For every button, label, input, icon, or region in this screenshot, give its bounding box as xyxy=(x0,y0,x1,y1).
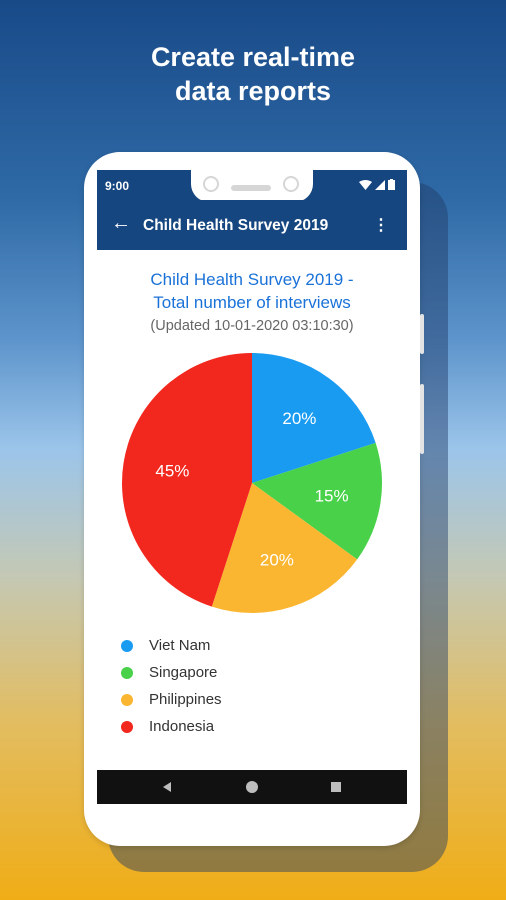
pie-label-viet-nam: 20% xyxy=(282,409,316,428)
legend-item-philippines[interactable]: Philippines xyxy=(121,686,222,713)
camera-notch xyxy=(191,170,313,202)
app-bar-title: Child Health Survey 2019 xyxy=(143,217,329,234)
report-content: Child Health Survey 2019 - Total number … xyxy=(97,250,407,770)
pie-label-singapore: 15% xyxy=(315,487,349,506)
more-vert-icon[interactable]: ⋮ xyxy=(373,217,389,234)
updated-timestamp: (Updated 10-01-2020 03:10:30) xyxy=(150,318,354,334)
pie-slice-indonesia[interactable] xyxy=(122,353,252,607)
camera-left xyxy=(203,176,219,192)
legend-label: Viet Nam xyxy=(149,637,211,654)
battery-icon xyxy=(388,179,395,190)
phone-screen: 9:00 ← Child Health Survey 2019 ⋮ Child … xyxy=(97,170,407,804)
status-icons xyxy=(359,179,395,190)
legend-label: Singapore xyxy=(149,664,218,681)
headline-line2: data reports xyxy=(174,76,332,106)
pie-slice-philippines[interactable] xyxy=(211,483,358,613)
phone-frame: 9:00 ← Child Health Survey 2019 ⋮ Child … xyxy=(84,152,424,846)
legend-swatch xyxy=(121,639,133,652)
power-button xyxy=(420,314,424,354)
camera-right xyxy=(283,176,299,192)
nav-recents-icon[interactable] xyxy=(331,782,341,792)
pie-chart[interactable]: 20% 15% 20% 45% xyxy=(121,352,383,614)
navigation-bar xyxy=(97,770,407,804)
app-bar: ← Child Health Survey 2019 ⋮ xyxy=(97,200,407,250)
chart-title: Child Health Survey 2019 - Total number … xyxy=(97,268,407,314)
legend-label: Indonesia xyxy=(149,718,215,735)
headline-line1: Create real-time xyxy=(150,42,356,72)
legend-item-singapore[interactable]: Singapore xyxy=(121,659,222,686)
wifi-icon xyxy=(359,179,372,190)
headline: Create real-time data reports xyxy=(0,40,506,108)
pie-slice-singapore[interactable] xyxy=(252,442,382,560)
chart-title-line1: Child Health Survey 2019 - xyxy=(150,270,354,289)
pie-label-philippines: 20% xyxy=(260,551,294,570)
arrow-back-icon[interactable]: ← xyxy=(111,212,131,234)
chart-title-line2: Total number of interviews xyxy=(153,293,351,312)
pie-label-indonesia: 45% xyxy=(155,461,189,480)
status-time: 9:00 xyxy=(105,179,130,193)
legend-label: Philippines xyxy=(149,691,222,708)
legend-item-viet-nam[interactable]: Viet Nam xyxy=(121,632,222,659)
pie-slice-viet-nam[interactable] xyxy=(252,353,376,483)
legend-swatch xyxy=(121,693,133,706)
chart-legend: Viet Nam Singapore Philippines Indonesia xyxy=(121,632,222,740)
signal-icon xyxy=(375,179,385,190)
volume-button xyxy=(420,384,424,454)
speaker-grille xyxy=(231,185,271,191)
legend-swatch xyxy=(121,720,133,733)
nav-home-icon[interactable] xyxy=(246,781,258,793)
legend-swatch xyxy=(121,666,133,679)
legend-item-indonesia[interactable]: Indonesia xyxy=(121,713,222,740)
nav-back-icon[interactable] xyxy=(163,782,171,792)
